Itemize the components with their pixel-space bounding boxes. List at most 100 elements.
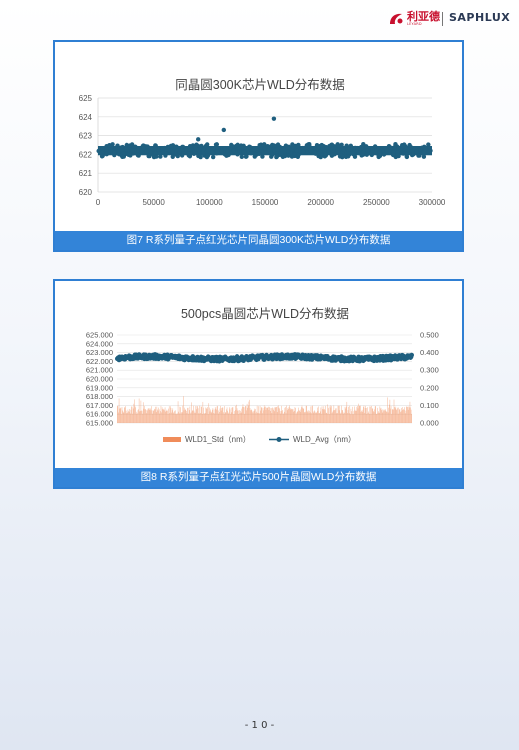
std-bar <box>348 406 349 423</box>
std-bar <box>204 413 205 423</box>
std-bar <box>344 412 345 423</box>
std-bar <box>171 412 172 423</box>
std-bar <box>343 412 345 423</box>
data-point <box>226 152 231 158</box>
std-bar <box>261 406 263 423</box>
std-bar <box>403 409 404 423</box>
std-bar <box>240 410 241 423</box>
std-bar <box>183 396 184 423</box>
std-bar <box>400 411 402 423</box>
std-bar <box>322 409 323 423</box>
std-bar <box>154 409 156 423</box>
data-point <box>135 152 141 158</box>
std-bar <box>365 405 366 423</box>
std-bar <box>276 406 277 423</box>
std-bar <box>141 410 142 423</box>
std-bar <box>268 409 270 423</box>
data-point <box>285 145 290 150</box>
std-bar <box>154 408 155 423</box>
std-bar <box>117 406 119 423</box>
std-bar <box>253 410 255 423</box>
data-point <box>152 145 158 151</box>
std-bar <box>312 405 313 423</box>
std-bar <box>397 413 399 423</box>
std-bar <box>363 405 365 423</box>
std-bar <box>252 411 253 423</box>
y-right-tick-label: 0.200 <box>420 383 439 392</box>
std-bar <box>161 407 163 423</box>
std-bar <box>345 408 346 423</box>
std-bar <box>349 405 351 423</box>
std-bar <box>201 413 203 423</box>
data-point <box>381 152 387 157</box>
y-left-tick-label: 620.000 <box>86 375 113 384</box>
std-bar <box>155 412 157 423</box>
std-bar <box>315 413 316 423</box>
std-bar <box>257 412 259 423</box>
std-bar <box>191 410 193 423</box>
std-bar <box>186 413 188 423</box>
data-point <box>346 154 351 159</box>
std-bar <box>364 407 366 423</box>
data-point <box>210 154 216 160</box>
std-bar <box>118 398 120 423</box>
std-bar <box>230 407 232 423</box>
std-bar <box>137 410 139 423</box>
std-bar <box>375 406 377 423</box>
std-bar <box>334 410 336 423</box>
y-right-tick-label: 0.500 <box>420 331 439 340</box>
y-left-tick-label: 617.000 <box>86 401 113 410</box>
std-bar <box>273 411 275 423</box>
std-bar <box>411 413 412 423</box>
x-axis-ticks: 0 50000 100000 150000 200000 250000 300000 <box>96 198 446 207</box>
std-bar <box>306 410 308 423</box>
std-bar <box>291 409 292 423</box>
std-bar <box>401 407 403 423</box>
std-bar <box>355 410 357 423</box>
data-point <box>272 143 277 148</box>
figure-caption: 图8 R系列量子点红光芯片500片晶圆WLD分布数据 <box>55 468 462 487</box>
std-bar <box>282 409 283 423</box>
std-bar <box>150 408 151 423</box>
std-bar <box>354 406 355 423</box>
data-point <box>205 142 210 147</box>
chart-legend: WLD1_Std（nm） WLD_Avg（nm） <box>163 435 356 444</box>
data-point <box>126 152 131 157</box>
std-bar <box>125 410 127 423</box>
std-bar <box>206 408 208 423</box>
x-tick-label: 0 <box>96 198 101 207</box>
data-point <box>153 151 158 156</box>
std-bar <box>127 412 128 423</box>
std-bar <box>330 407 332 423</box>
std-bar <box>390 408 391 423</box>
std-bar <box>320 407 322 423</box>
std-bar <box>372 408 374 423</box>
data-point <box>186 147 192 152</box>
std-bar <box>404 413 406 423</box>
std-bar <box>236 408 238 423</box>
data-point <box>324 145 329 150</box>
std-bar <box>141 410 143 423</box>
data-point <box>265 144 270 149</box>
data-point <box>388 145 393 150</box>
std-bar <box>351 411 352 423</box>
std-bar <box>367 412 369 423</box>
std-bar <box>295 414 297 423</box>
std-bar <box>342 413 344 423</box>
std-bar <box>210 411 212 423</box>
std-bar <box>396 410 397 423</box>
std-bar <box>164 407 166 423</box>
std-bar <box>306 405 307 423</box>
data-point <box>201 151 206 156</box>
std-bar <box>247 405 249 423</box>
data-point <box>260 154 265 159</box>
std-bar <box>347 412 348 423</box>
std-bar <box>190 413 191 423</box>
std-bar <box>216 409 217 423</box>
std-bar <box>223 413 225 423</box>
data-point <box>145 144 150 149</box>
std-bar <box>174 413 176 423</box>
std-bar <box>389 399 391 423</box>
std-bar <box>385 410 387 423</box>
std-bar <box>378 412 380 423</box>
